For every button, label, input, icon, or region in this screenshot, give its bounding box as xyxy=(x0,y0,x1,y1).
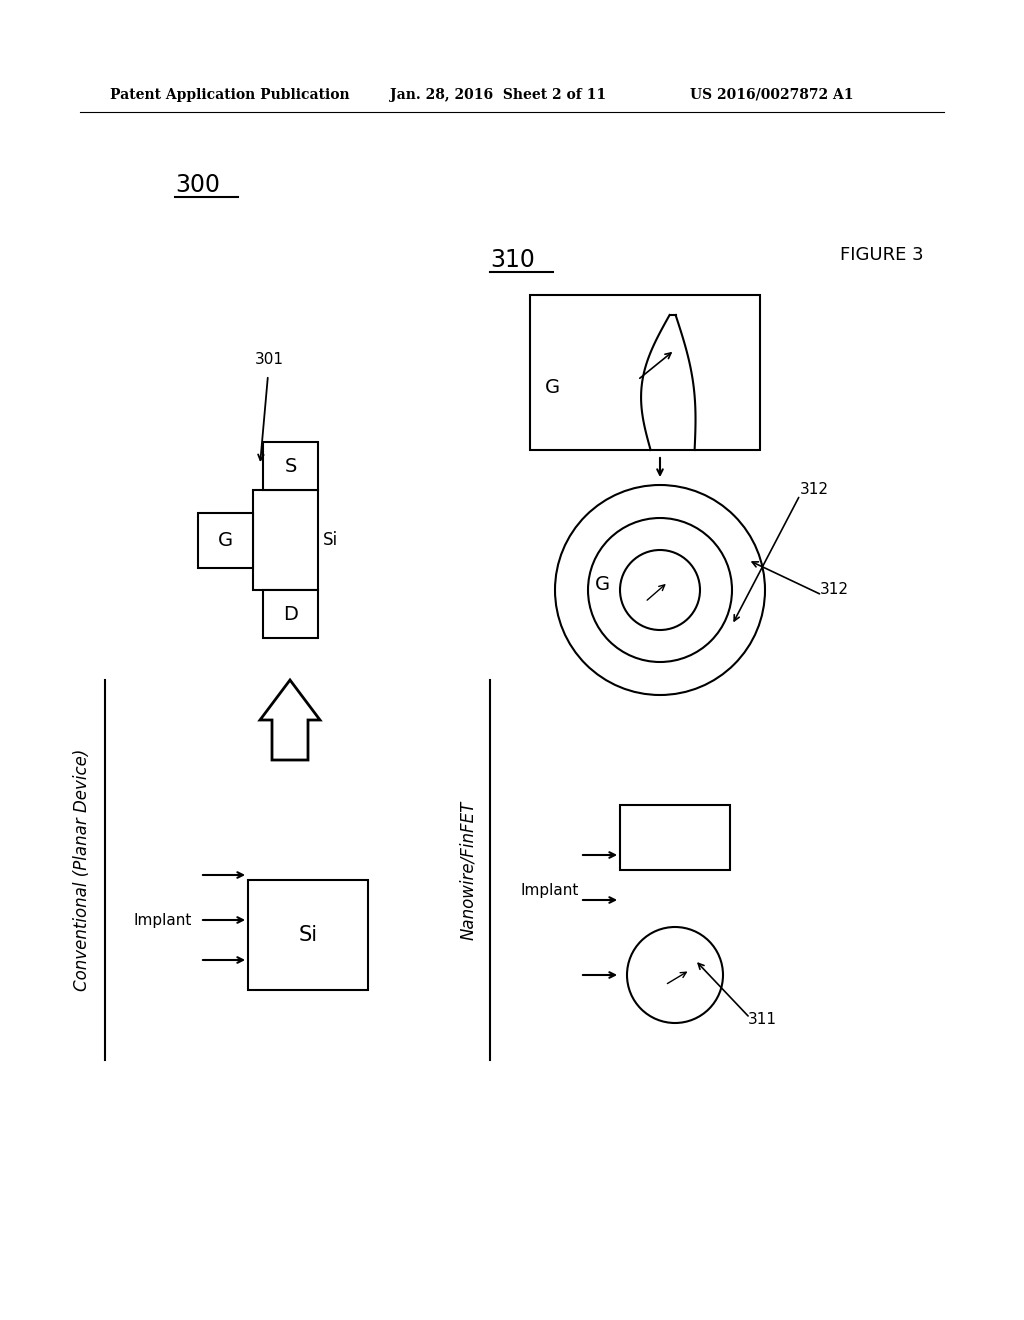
Text: 300: 300 xyxy=(175,173,220,197)
Circle shape xyxy=(555,484,765,696)
Text: S: S xyxy=(285,457,297,475)
Circle shape xyxy=(588,517,732,663)
Text: D: D xyxy=(283,605,298,623)
Text: Nanowire/FinFET: Nanowire/FinFET xyxy=(459,800,477,940)
Bar xyxy=(263,442,318,490)
Text: 310: 310 xyxy=(490,248,535,272)
Bar xyxy=(253,490,318,590)
Text: Patent Application Publication: Patent Application Publication xyxy=(110,88,349,102)
Text: FIGURE 3: FIGURE 3 xyxy=(840,246,924,264)
Text: Implant: Implant xyxy=(521,883,580,898)
Text: Conventional (Planar Device): Conventional (Planar Device) xyxy=(73,748,91,991)
Circle shape xyxy=(627,927,723,1023)
Bar xyxy=(263,590,318,638)
Text: 311: 311 xyxy=(748,1012,777,1027)
Text: G: G xyxy=(218,531,233,549)
Text: G: G xyxy=(595,576,609,594)
Text: G: G xyxy=(545,378,559,397)
Bar xyxy=(248,880,368,990)
Bar xyxy=(620,805,730,870)
Bar xyxy=(530,294,760,450)
Text: Si: Si xyxy=(298,925,317,945)
Text: Implant: Implant xyxy=(134,912,193,928)
Bar xyxy=(198,512,253,568)
Circle shape xyxy=(620,550,700,630)
Text: Jan. 28, 2016  Sheet 2 of 11: Jan. 28, 2016 Sheet 2 of 11 xyxy=(390,88,606,102)
Text: 312: 312 xyxy=(800,483,829,498)
Text: US 2016/0027872 A1: US 2016/0027872 A1 xyxy=(690,88,853,102)
Text: Si: Si xyxy=(323,531,338,549)
Text: 312: 312 xyxy=(820,582,849,598)
Text: 301: 301 xyxy=(255,352,284,367)
FancyArrow shape xyxy=(260,680,319,760)
